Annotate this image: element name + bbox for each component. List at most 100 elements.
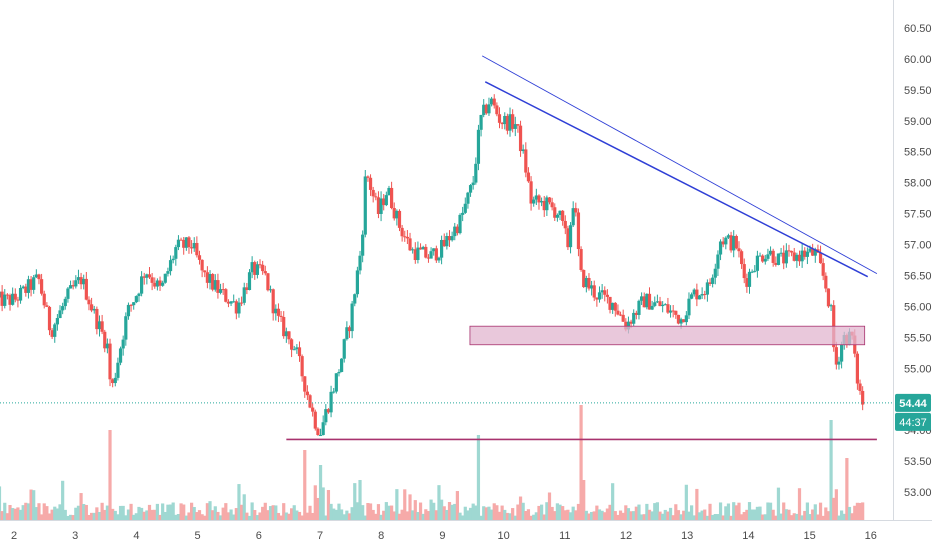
x-tick-label: 2 bbox=[11, 530, 17, 542]
volume-bar bbox=[721, 515, 725, 520]
volume-bar bbox=[808, 514, 812, 520]
candle-body bbox=[116, 362, 120, 378]
volume-bar bbox=[642, 514, 646, 520]
volume-bar bbox=[671, 515, 675, 520]
volume-bar bbox=[732, 502, 736, 520]
volume-bar bbox=[68, 514, 73, 520]
candle-body bbox=[76, 277, 81, 281]
candle-body bbox=[321, 422, 325, 436]
candle-body bbox=[161, 282, 165, 286]
candle-body bbox=[492, 98, 496, 106]
candle-body bbox=[247, 272, 252, 291]
candle-body bbox=[266, 273, 270, 291]
candle-body bbox=[211, 274, 215, 290]
candle-body bbox=[21, 286, 25, 288]
volume-bar bbox=[416, 512, 420, 520]
volume-bar bbox=[429, 499, 433, 520]
candle-body bbox=[621, 314, 625, 322]
volume-bar bbox=[0, 486, 2, 520]
candle-body bbox=[187, 237, 191, 248]
candle-body bbox=[818, 252, 823, 264]
candle-body bbox=[690, 294, 694, 299]
volume-bar bbox=[524, 510, 528, 520]
volume-bar bbox=[71, 515, 75, 520]
candle-body bbox=[655, 301, 659, 303]
candle-body bbox=[476, 129, 481, 164]
candle-body bbox=[158, 280, 162, 286]
y-tick-label: 56.50 bbox=[904, 270, 932, 282]
volume-bar bbox=[342, 514, 346, 520]
volume-bar bbox=[450, 504, 454, 520]
volume-bar bbox=[482, 506, 486, 520]
candle-body bbox=[297, 347, 302, 357]
volume-bar bbox=[168, 504, 173, 520]
candle-body bbox=[666, 304, 670, 313]
volume-bar bbox=[103, 509, 107, 520]
candle-body bbox=[776, 253, 781, 265]
volume-bar bbox=[668, 507, 673, 520]
candle-body bbox=[253, 262, 257, 275]
candle-body bbox=[345, 327, 349, 340]
candle-body bbox=[532, 199, 536, 204]
candle-body bbox=[216, 280, 220, 293]
candle-body bbox=[721, 241, 725, 245]
candle-body bbox=[761, 255, 765, 262]
volume-bar bbox=[379, 514, 383, 520]
candle-body bbox=[432, 248, 436, 252]
volume-bar bbox=[55, 508, 59, 520]
volume-bar bbox=[37, 503, 41, 520]
volume-bar bbox=[511, 508, 515, 520]
time-axis-panel bbox=[0, 520, 932, 550]
volume-bar bbox=[626, 508, 631, 520]
volume-bar bbox=[771, 509, 775, 520]
volume-bar bbox=[290, 508, 294, 520]
volume-bar bbox=[768, 502, 773, 520]
volume-bar bbox=[313, 485, 317, 520]
volume-bar bbox=[426, 511, 431, 520]
x-tick-label: 9 bbox=[439, 530, 445, 542]
volume-bar bbox=[776, 487, 781, 520]
volume-bar bbox=[326, 490, 331, 520]
volume-bar bbox=[518, 496, 523, 520]
volume-bar bbox=[229, 509, 233, 520]
candle-body bbox=[332, 391, 336, 393]
candle-body bbox=[126, 304, 131, 317]
candle-body bbox=[350, 303, 354, 332]
x-tick-label: 7 bbox=[317, 530, 323, 542]
candle-body bbox=[513, 124, 517, 129]
volume-bar bbox=[603, 512, 607, 520]
candle-body bbox=[392, 208, 396, 219]
volume-bar bbox=[174, 514, 178, 520]
volume-bar bbox=[553, 511, 557, 520]
y-tick-label: 57.50 bbox=[904, 209, 932, 221]
candle-body bbox=[84, 278, 88, 300]
volume-bar bbox=[113, 510, 117, 520]
volume-bar bbox=[742, 511, 746, 520]
candle-body bbox=[132, 302, 136, 306]
volume-bar bbox=[595, 505, 599, 520]
candle-body bbox=[374, 196, 378, 198]
candle-body bbox=[129, 304, 133, 306]
volume-bar bbox=[224, 503, 228, 520]
candle-body bbox=[74, 280, 78, 287]
volume-bar bbox=[24, 502, 28, 520]
candle-body bbox=[571, 208, 575, 226]
candle-body bbox=[676, 314, 681, 324]
candle-body bbox=[840, 344, 844, 362]
volume-bar bbox=[747, 502, 752, 520]
candle-body bbox=[97, 321, 102, 330]
volume-bar bbox=[716, 514, 720, 520]
candle-body bbox=[861, 390, 865, 405]
candle-body bbox=[11, 293, 15, 305]
candle-body bbox=[629, 321, 633, 324]
volume-bar bbox=[500, 505, 504, 520]
candle-body bbox=[245, 287, 249, 291]
volume-bar bbox=[713, 513, 717, 520]
candle-body bbox=[458, 214, 462, 234]
candle-body bbox=[695, 289, 699, 300]
volume-bar bbox=[861, 502, 865, 520]
volume-bar bbox=[753, 509, 757, 520]
volume-bar bbox=[784, 509, 788, 520]
